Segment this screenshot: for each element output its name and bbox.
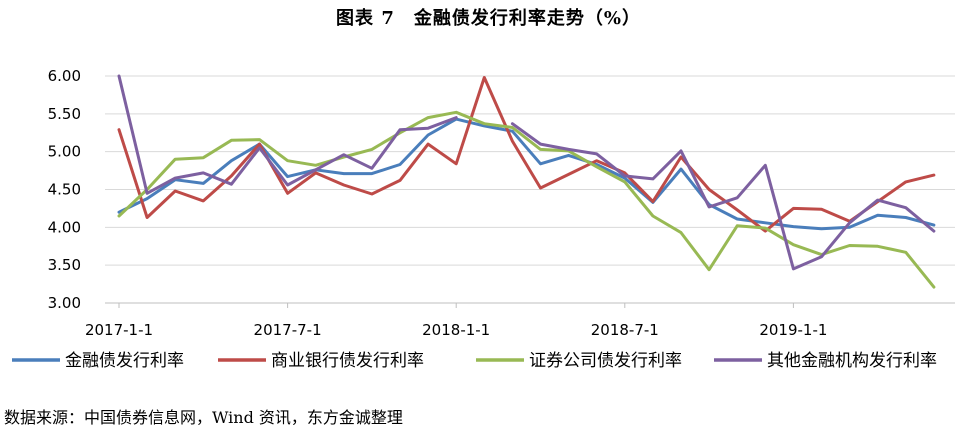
y-tick-label: 6.00 (48, 67, 81, 85)
x-axis: 2017-1-1 2017-7-1 2018-1-1 2018-7-1 2019-1-1 (85, 302, 955, 339)
legend-label: 商业银行债发行利率 (271, 351, 424, 371)
series-line-2 (117, 76, 936, 233)
x-tick-label: 2019-1-1 (759, 321, 827, 339)
y-tick-label: 3.50 (48, 256, 81, 274)
y-tick-label: 3.00 (48, 294, 81, 312)
x-tick-label: 2018-7-1 (591, 321, 659, 339)
x-tick-label: 2018-1-1 (422, 321, 490, 339)
line-chart: 3.003.504.004.505.005.506.00 2017-1-1 201… (12, 67, 955, 371)
series-line-4 (510, 122, 936, 271)
series-lines (117, 74, 936, 289)
y-tick-label: 4.00 (48, 218, 81, 236)
legend-label: 证券公司债发行利率 (529, 351, 682, 371)
legend: 金融债发行利率 商业银行债发行利率 证券公司债发行利率 其他金融机构发行利率 (12, 351, 937, 371)
y-tick-label: 5.50 (48, 105, 81, 123)
y-tick-label: 4.50 (48, 181, 81, 199)
legend-label: 其他金融机构发行利率 (767, 351, 937, 371)
x-tick-label: 2017-7-1 (254, 321, 322, 339)
chart-title: 图表 7 金融债发行利率走势（%） (336, 8, 641, 29)
source-note: 数据来源：中国债券信息网，Wind 资讯，东方金诚整理 (4, 408, 403, 427)
legend-label: 金融债发行利率 (65, 351, 184, 371)
y-axis-tick-labels: 3.00 3.50 4.00 4.50 5.00 5.50 6.00 (48, 67, 81, 312)
y-tick-label: 5.00 (48, 143, 81, 161)
series-line-4 (117, 74, 458, 195)
x-tick-label: 2017-1-1 (85, 321, 153, 339)
series-line-3 (117, 110, 936, 289)
series-line-1 (117, 117, 936, 231)
